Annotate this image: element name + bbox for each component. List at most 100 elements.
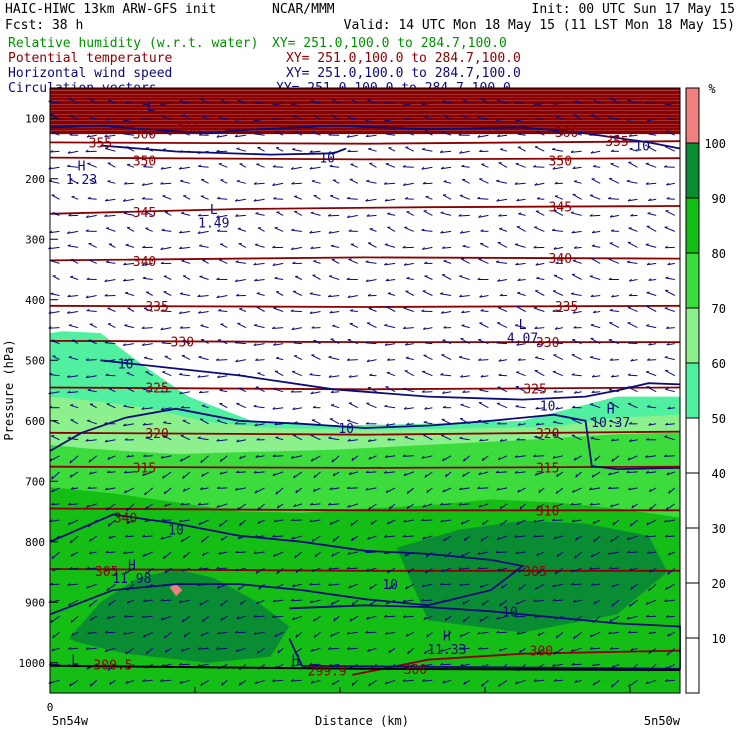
- vector-arrowhead: [181, 211, 185, 214]
- wind-contour-4: [49, 513, 525, 616]
- vector-arrow: [253, 262, 265, 266]
- vector-arrowhead: [273, 519, 277, 523]
- vector-arrow: [350, 519, 359, 527]
- vector-arrowhead: [533, 102, 537, 106]
- rh-core-0: [68, 569, 290, 663]
- vector-arrow: [570, 212, 582, 216]
- vector-arrowhead: [403, 519, 407, 523]
- vector-arrow: [515, 305, 526, 312]
- vector-arrowhead: [257, 507, 260, 511]
- vector-arrow: [50, 113, 60, 120]
- vector-arrow: [143, 455, 153, 457]
- vector-arrow: [366, 214, 377, 217]
- vector-arrow: [389, 503, 396, 510]
- vector-arrow: [462, 245, 470, 248]
- vector-arrowhead: [406, 276, 410, 279]
- vector-arrowhead: [310, 648, 314, 652]
- vector-arrowhead: [591, 244, 595, 247]
- vector-arrowhead: [645, 470, 649, 474]
- vector-arrowhead: [331, 459, 334, 463]
- vector-arrow: [443, 631, 452, 639]
- vector-arrow: [313, 195, 321, 200]
- vector-arrowhead: [253, 614, 257, 618]
- vector-arrowhead: [180, 405, 185, 409]
- vector-arrowhead: [328, 375, 332, 378]
- vector-arrow: [590, 437, 601, 441]
- vector-arrow: [314, 551, 321, 558]
- vector-arrow: [498, 679, 508, 687]
- vector-arrowhead: [423, 650, 427, 655]
- vector-arrowhead: [440, 292, 444, 295]
- vector-arrowhead: [272, 263, 276, 266]
- vector-arrowhead: [88, 459, 91, 463]
- vector-arrowhead: [198, 310, 201, 314]
- vector-arrow: [612, 519, 620, 526]
- vector-arrowhead: [404, 553, 408, 557]
- vector-arrowhead: [628, 439, 632, 442]
- vector-arrowhead: [609, 214, 613, 218]
- vector-arrow: [142, 535, 153, 538]
- vector-arrowhead: [253, 198, 257, 202]
- vector-arrow: [70, 259, 79, 264]
- vector-arrow: [199, 245, 209, 248]
- vector-arrow: [461, 519, 470, 525]
- vector-arrowhead: [422, 536, 426, 540]
- vector-arrow: [347, 359, 358, 361]
- vector-arrow: [590, 418, 601, 425]
- vector-arrowhead: [351, 682, 354, 686]
- vector-arrowhead: [181, 259, 185, 262]
- colorbar-tick-label: 100: [704, 137, 726, 151]
- vector-arrow: [406, 131, 415, 136]
- vector-arrow: [533, 455, 545, 457]
- extremum-marker: H: [78, 159, 86, 174]
- vector-arrowhead: [648, 488, 652, 492]
- vector-arrowhead: [164, 649, 168, 653]
- vector-arrow: [160, 535, 172, 540]
- vector-arrowhead: [553, 678, 557, 682]
- vector-arrow: [274, 131, 284, 136]
- vector-arrowhead: [104, 487, 108, 491]
- vector-arrow: [179, 150, 191, 153]
- vector-arrowhead: [461, 310, 465, 314]
- vector-arrowhead: [499, 293, 503, 297]
- vector-arrowhead: [142, 422, 146, 426]
- vector-arrowhead: [219, 523, 222, 527]
- vector-arrow: [126, 599, 135, 604]
- vector-arrowhead: [389, 586, 391, 590]
- vector-arrow: [89, 323, 97, 329]
- vector-arrow: [443, 535, 452, 542]
- vector-arrowhead: [666, 196, 670, 200]
- vector-arrow: [518, 583, 526, 591]
- vector-arrowhead: [331, 553, 334, 557]
- vector-arrowhead: [108, 99, 112, 102]
- vector-arrow: [68, 324, 79, 329]
- vector-arrowhead: [328, 567, 332, 570]
- vector-arrow: [311, 354, 321, 361]
- theta-label: 355: [605, 135, 628, 150]
- vector-arrowhead: [440, 230, 444, 234]
- vector-arrowhead: [328, 294, 332, 298]
- vector-arrowhead: [533, 534, 537, 538]
- vector-arrow: [477, 631, 489, 635]
- vector-arrowhead: [313, 260, 317, 262]
- vector-arrowhead: [88, 523, 91, 528]
- vector-arrow: [571, 273, 582, 280]
- vector-arrow: [610, 647, 619, 650]
- vector-arrow: [442, 487, 452, 493]
- vector-arrow: [67, 583, 79, 586]
- vector-arrowhead: [500, 522, 503, 526]
- vector-arrow: [388, 647, 396, 654]
- vector-arrowhead: [495, 260, 500, 263]
- vector-arrow: [126, 387, 135, 393]
- vector-arrowhead: [51, 555, 54, 559]
- vector-arrowhead: [384, 118, 388, 122]
- vector-arrow: [329, 418, 340, 425]
- vector-arrowhead: [178, 662, 182, 666]
- vector-arrow: [182, 340, 191, 345]
- vector-arrow: [68, 98, 79, 104]
- vector-arrow: [482, 599, 489, 606]
- vector-arrow: [310, 391, 321, 395]
- vector-arrowhead: [179, 519, 182, 523]
- vector-arrowhead: [350, 388, 354, 391]
